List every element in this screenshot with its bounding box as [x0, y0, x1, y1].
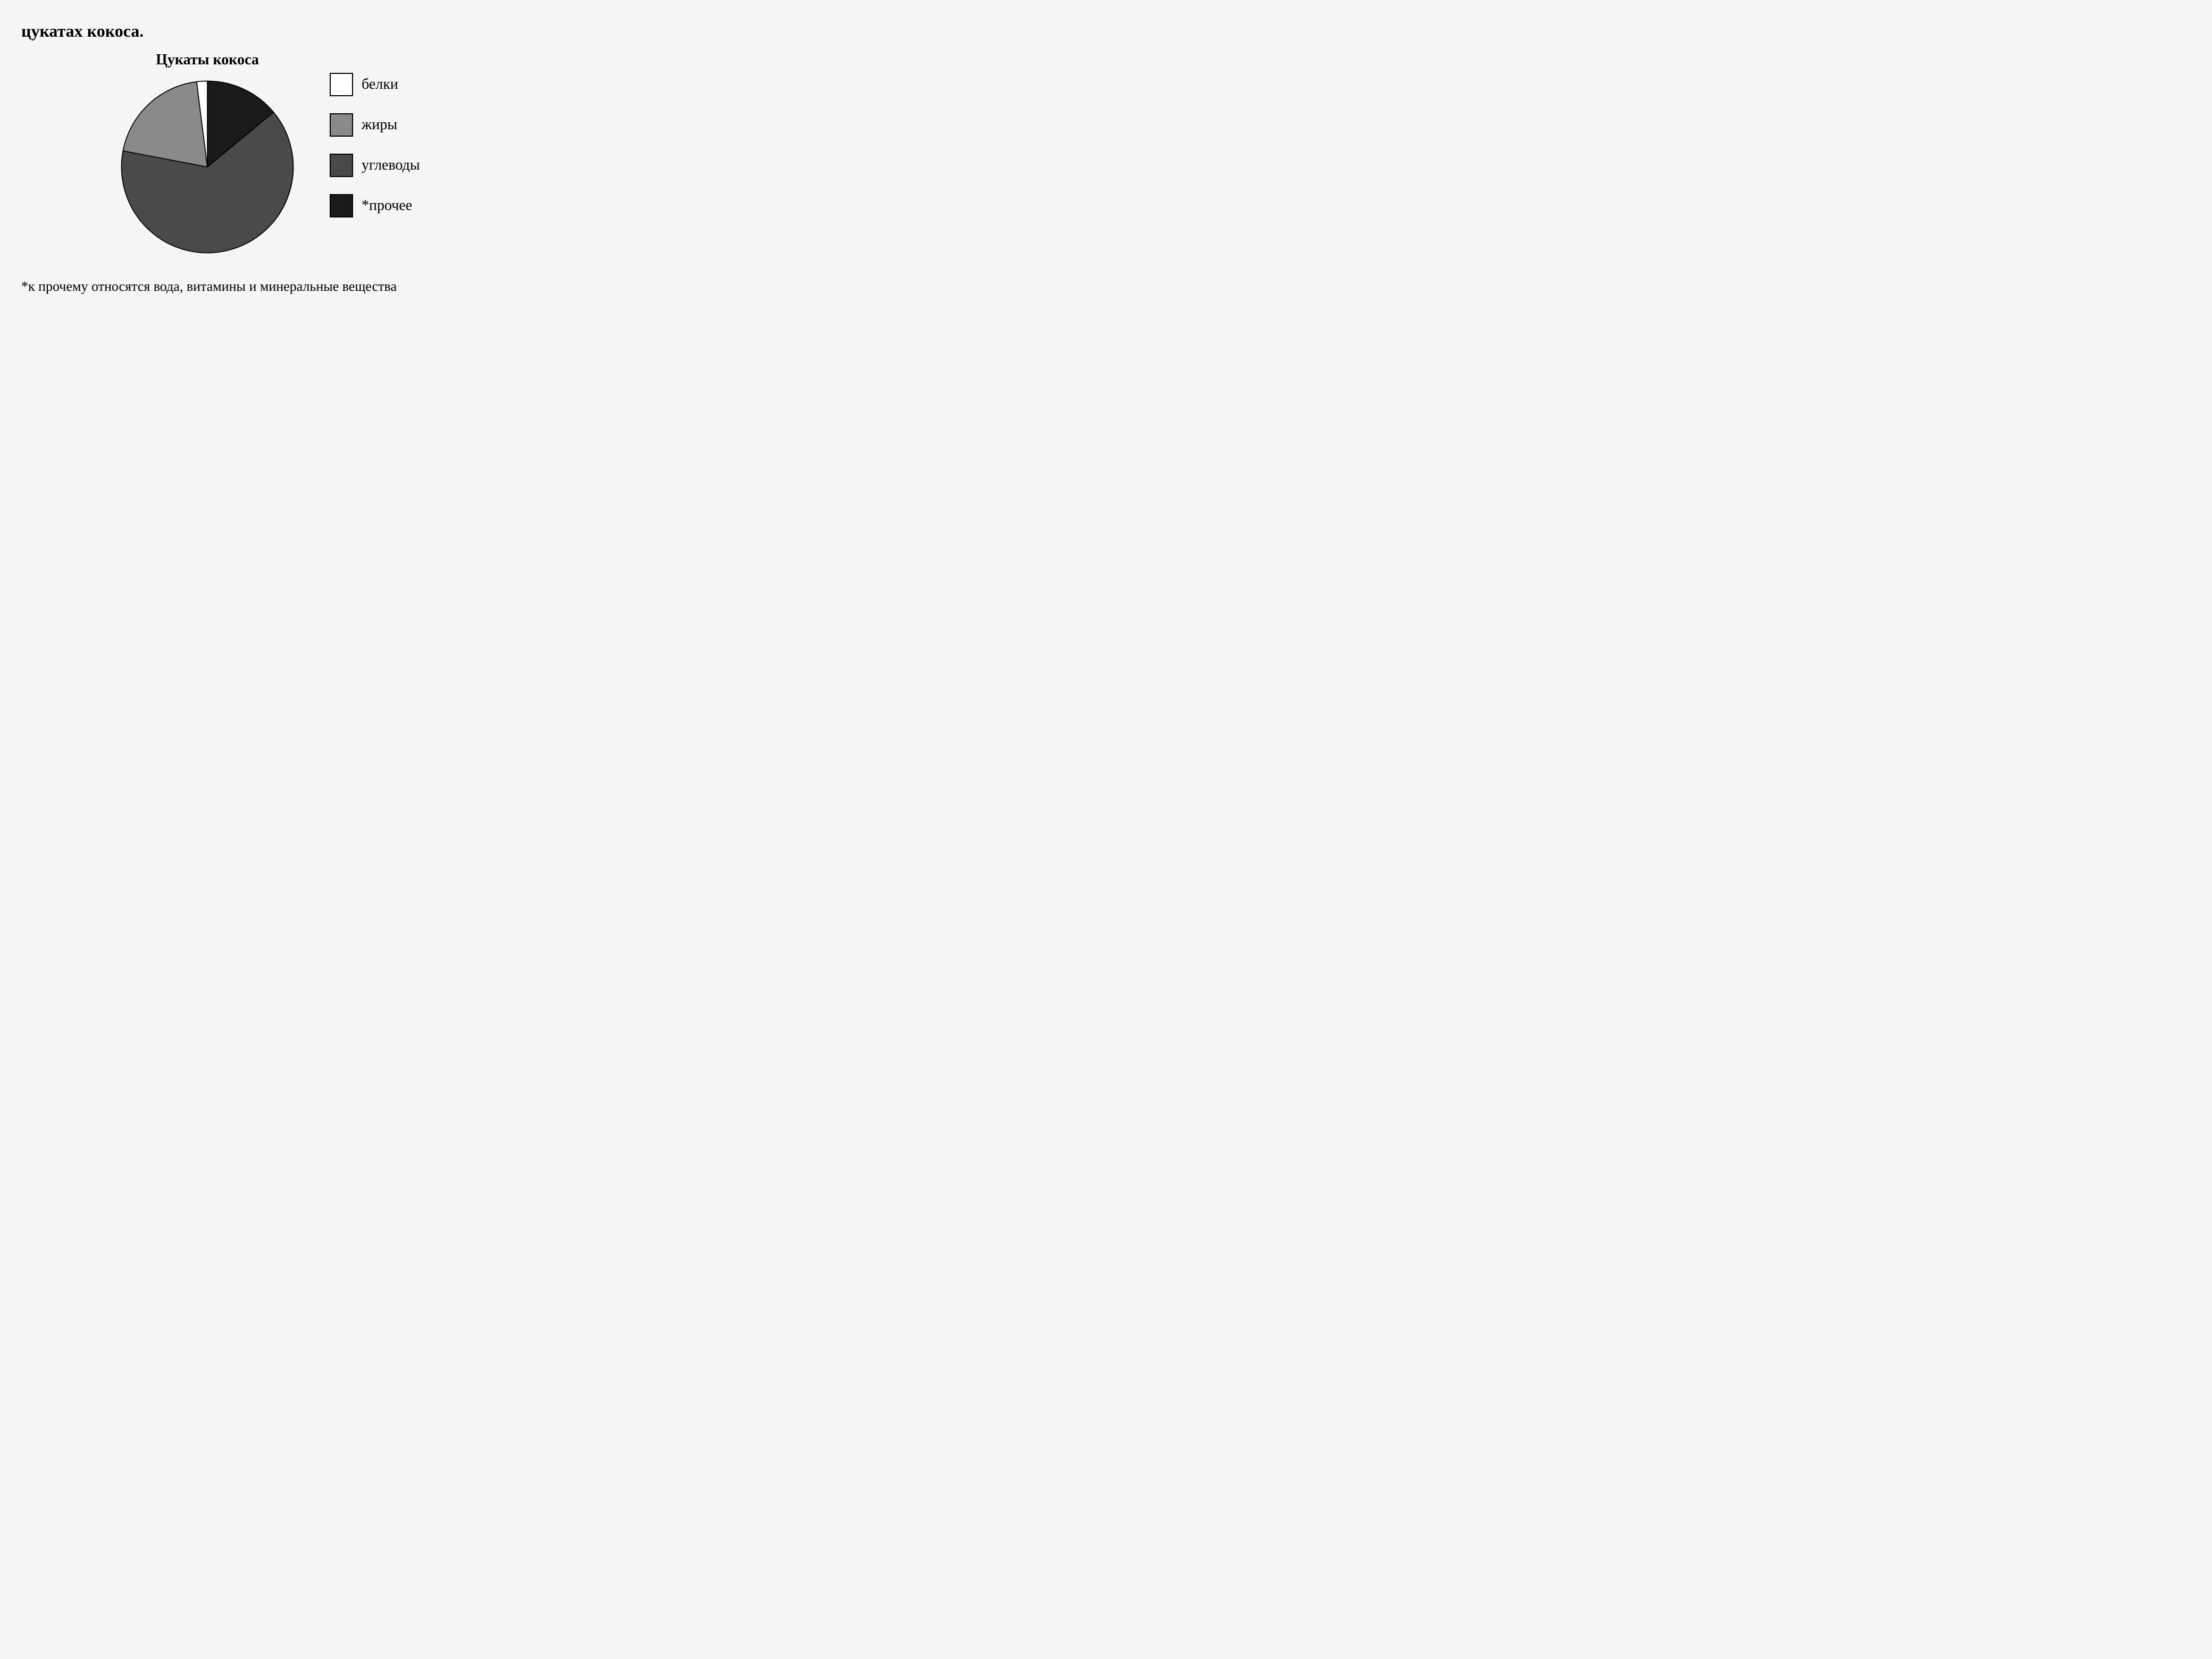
legend-swatch-proteins [330, 73, 353, 96]
page-container: цукатах кокоса. Цукаты кокоса белки жиры у… [21, 21, 606, 295]
footnote: *к прочему относятся вода, витамины и ми… [21, 279, 606, 295]
chart-section: Цукаты кокоса белки жиры углеводы *прочее [117, 52, 606, 257]
legend-swatch-carbs [330, 154, 353, 177]
legend-label-carbs: углеводы [362, 157, 420, 174]
legend-item-fats: жиры [330, 113, 420, 137]
legend-item-other: *прочее [330, 194, 420, 217]
legend-label-proteins: белки [362, 76, 398, 93]
legend-item-carbs: углеводы [330, 154, 420, 177]
chart-with-title: Цукаты кокоса [117, 52, 298, 257]
chart-title: Цукаты кокоса [156, 52, 259, 69]
legend: белки жиры углеводы *прочее [330, 73, 420, 217]
pie-chart [117, 77, 298, 257]
legend-label-fats: жиры [362, 116, 397, 133]
legend-swatch-fats [330, 113, 353, 137]
heading-fragment: цукатах кокоса. [21, 21, 606, 41]
legend-swatch-other [330, 194, 353, 217]
legend-label-other: *прочее [362, 197, 412, 214]
legend-item-proteins: белки [330, 73, 420, 96]
